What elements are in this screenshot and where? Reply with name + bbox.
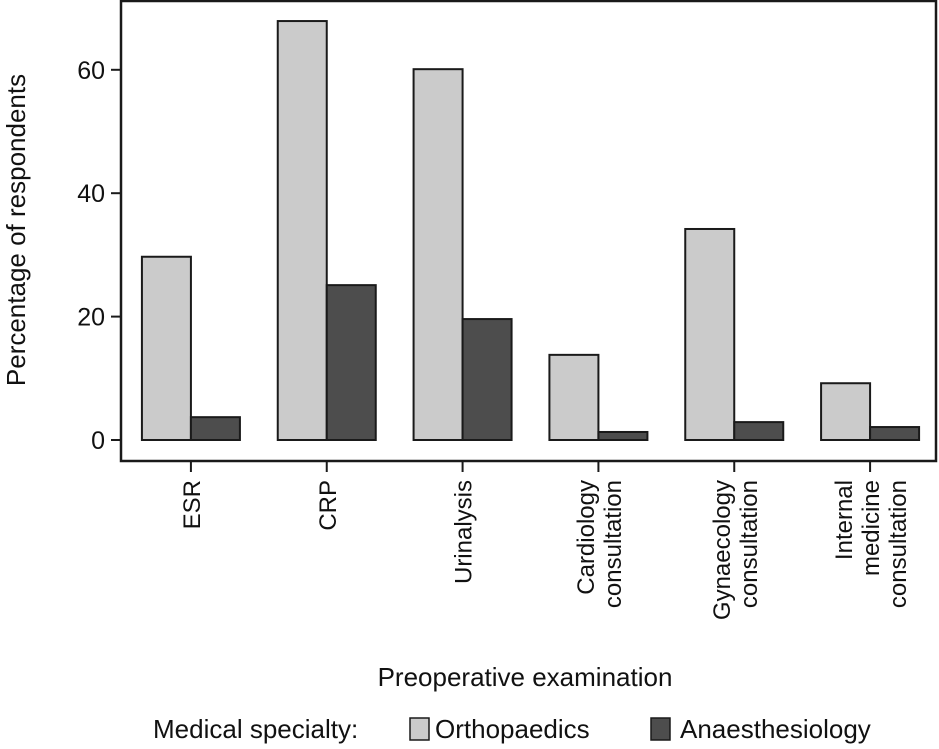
y-axis: 0 20 40 60 — [77, 57, 121, 455]
bar-anaesthesiology-esr — [189, 416, 241, 441]
legend-swatch-orthopaedics — [409, 717, 430, 741]
y-tick-label: 20 — [77, 304, 105, 332]
legend-label-anaesthesiology: Anaesthesiology — [680, 714, 871, 744]
legend-title: Medical specialty: — [153, 714, 358, 744]
y-tick-label: 40 — [77, 180, 105, 208]
x-tick-label: consultation — [600, 480, 627, 608]
x-tick-label: ESR — [179, 480, 206, 529]
y-axis-title: Percentage of respondents — [1, 74, 31, 386]
x-tick-label: Internal — [831, 480, 858, 560]
bar-anaesthesiology-urinalysis — [461, 318, 513, 441]
x-tick-label: Gynaecology — [709, 480, 736, 620]
bar-orthopaedics-internal-medicine-consultation — [820, 382, 872, 441]
x-tick-label: consultation — [885, 480, 912, 608]
bar-anaesthesiology-internal-medicine-consultation — [869, 426, 921, 441]
x-tick-label: medicine — [858, 480, 885, 576]
legend-label-orthopaedics: Orthopaedics — [435, 714, 590, 744]
bar-anaesthesiology-crp — [325, 284, 377, 441]
x-tick-label: consultation — [736, 480, 763, 608]
bar-orthopaedics-esr — [140, 255, 192, 441]
x-axis: ESR CRP Urinalysis Cardiology consultation Gy… — [179, 461, 912, 620]
bars — [140, 20, 921, 442]
y-tick-label: 0 — [91, 427, 105, 455]
x-tick-label: Cardiology — [573, 480, 600, 595]
x-tick-label: CRP — [315, 480, 342, 531]
legend-swatch-anaesthesiology — [650, 717, 671, 741]
bar-orthopaedics-crp — [276, 20, 328, 441]
bar-orthopaedics-cardiology-consultation — [548, 353, 600, 442]
y-tick-label: 60 — [77, 57, 105, 85]
x-axis-title: Preoperative examination — [378, 662, 673, 692]
legend: Medical specialty: Orthopaedics Anaesthe… — [153, 714, 871, 744]
plot-frame — [119, 0, 938, 463]
bar-anaesthesiology-gynaecology-consultation — [733, 421, 785, 441]
x-tick-label: Urinalysis — [451, 480, 478, 584]
bar-orthopaedics-urinalysis — [412, 68, 464, 441]
bar-orthopaedics-gynaecology-consultation — [684, 227, 736, 441]
bar-anaesthesiology-cardiology-consultation — [597, 430, 649, 442]
